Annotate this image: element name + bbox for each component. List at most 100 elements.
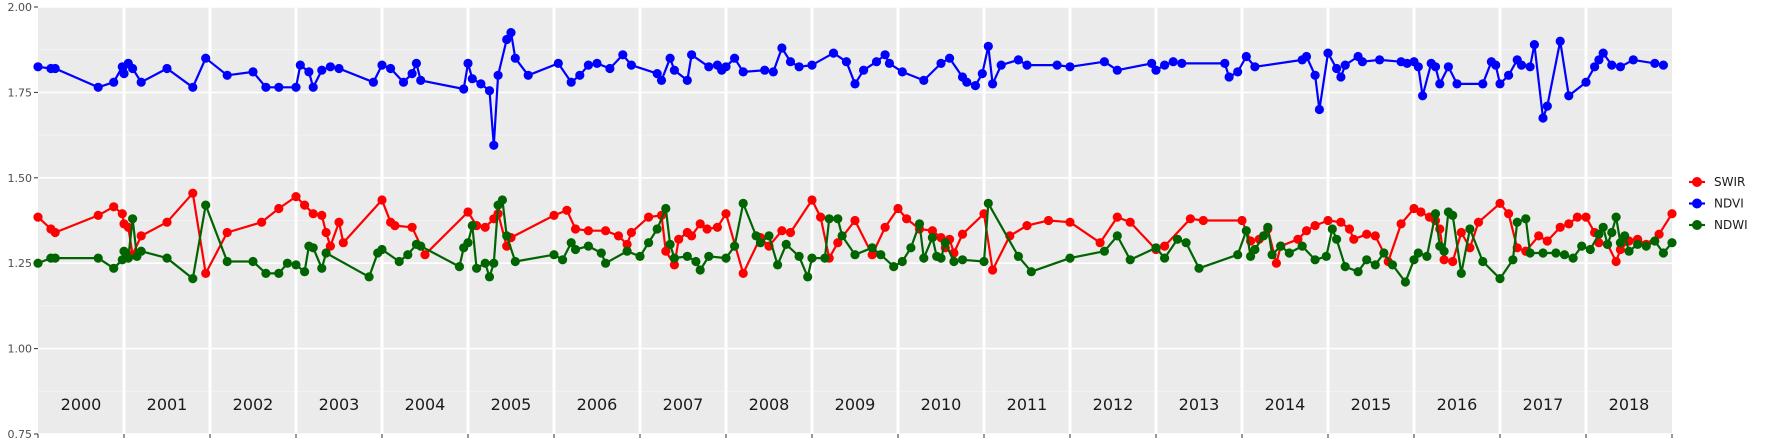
ndvi-point <box>162 63 172 74</box>
swir-point <box>1370 231 1380 241</box>
ndvi-point <box>1516 60 1527 70</box>
swir-point <box>257 217 267 227</box>
swir-point <box>687 231 697 241</box>
ndwi-point <box>751 231 761 241</box>
swir-point <box>1125 217 1135 227</box>
swir-point <box>1396 219 1406 229</box>
ndwi-point <box>957 255 968 265</box>
legend-label-ndwi: NDWI <box>1714 218 1748 232</box>
ndwi-point <box>248 256 258 267</box>
ndwi-point <box>1568 253 1578 263</box>
swir-point <box>201 268 211 278</box>
ndwi-point <box>1353 267 1363 277</box>
swir-point <box>644 212 654 222</box>
ndvi-point <box>807 60 817 70</box>
ndwi-point <box>1233 250 1243 260</box>
swir-point <box>1409 203 1419 214</box>
ndwi-point <box>128 214 138 224</box>
ndwi-point <box>979 256 989 267</box>
ndwi-point <box>1598 222 1608 232</box>
ndvi-point <box>738 67 748 77</box>
ndvi-point <box>1478 79 1488 89</box>
swir-point <box>136 231 146 241</box>
ndvi-point <box>880 50 890 60</box>
y-tick-label: 1.25 <box>8 257 33 270</box>
ndwi-point <box>472 263 482 273</box>
ndwi-point <box>1387 260 1398 270</box>
ndwi-point <box>1327 224 1337 234</box>
legend-label-ndvi: NDVI <box>1714 197 1744 211</box>
swir-point <box>850 215 860 226</box>
swir-point <box>117 209 127 219</box>
ndwi-point <box>321 248 331 258</box>
ndwi-point <box>1512 217 1522 227</box>
swir-point <box>661 246 671 256</box>
ndvi-point <box>1147 58 1157 68</box>
ndvi-point <box>317 65 327 75</box>
swir-point <box>1439 255 1449 265</box>
swir-point <box>712 222 723 232</box>
ndvi-point <box>93 82 103 92</box>
ndwi-point <box>906 243 916 253</box>
ndwi-point <box>824 214 834 224</box>
ndwi-point <box>755 238 766 248</box>
ndwi-point <box>1284 248 1294 258</box>
ndwi-point <box>1624 246 1634 256</box>
ndvi-point <box>248 67 258 77</box>
ndwi-point <box>1602 239 1613 249</box>
ndvi-point <box>1594 55 1604 65</box>
ndwi-point <box>274 268 284 278</box>
ndvi-point <box>566 77 576 87</box>
ndvi-point <box>459 84 469 94</box>
ndvi-point <box>618 50 628 60</box>
ndwi-point <box>1160 253 1170 263</box>
ndwi-point <box>695 265 705 275</box>
ndvi-point <box>983 41 993 51</box>
ndvi-point <box>308 82 318 92</box>
ndvi-point <box>919 75 929 85</box>
swir-point <box>1542 236 1552 246</box>
ndwi-point <box>876 250 886 260</box>
swir-point <box>1095 238 1105 248</box>
ndvi-point <box>768 67 778 77</box>
ndwi-point <box>1508 255 1518 265</box>
ndvi-point <box>1658 60 1668 70</box>
ndvi-point <box>897 67 907 77</box>
ndwi-point <box>867 243 877 253</box>
ndvi-point <box>1224 72 1234 82</box>
facet-label-2004: 2004 <box>405 395 446 414</box>
ndvi-point <box>1430 62 1441 72</box>
swir-point <box>1448 256 1458 267</box>
ndwi-point <box>570 244 581 255</box>
legend-dot-ndwi <box>1692 220 1702 230</box>
facet-label-2018: 2018 <box>1609 395 1650 414</box>
ndvi-point <box>502 34 512 45</box>
ndvi-point <box>411 58 421 68</box>
swir-point <box>1160 241 1170 251</box>
ndwi-point <box>1465 224 1475 234</box>
ndwi-point <box>201 200 211 210</box>
ndvi-point <box>785 57 796 67</box>
ndwi-point <box>833 214 843 224</box>
swir-point <box>317 210 327 220</box>
ndwi-point <box>1340 262 1350 272</box>
swir-point <box>1349 234 1359 244</box>
swir-point <box>777 226 787 236</box>
ndwi-point <box>1172 234 1183 244</box>
ndwi-point <box>983 198 993 208</box>
swir-point <box>1065 217 1075 227</box>
y-tick-label: 0.75 <box>8 428 33 441</box>
swir-point <box>1293 234 1303 244</box>
ndwi-point <box>484 272 495 282</box>
ndvi-point <box>794 62 804 72</box>
ndwi-point <box>1409 255 1419 265</box>
ndwi-point <box>364 272 374 282</box>
ndvi-point <box>1590 62 1600 72</box>
ndvi-point <box>592 58 602 68</box>
ndvi-point <box>1160 60 1170 70</box>
swir-point <box>562 205 572 215</box>
ndvi-point <box>506 27 516 38</box>
ndwi-point <box>1332 234 1342 244</box>
ndwi-point <box>1615 238 1625 248</box>
ndwi-point <box>1658 248 1668 258</box>
